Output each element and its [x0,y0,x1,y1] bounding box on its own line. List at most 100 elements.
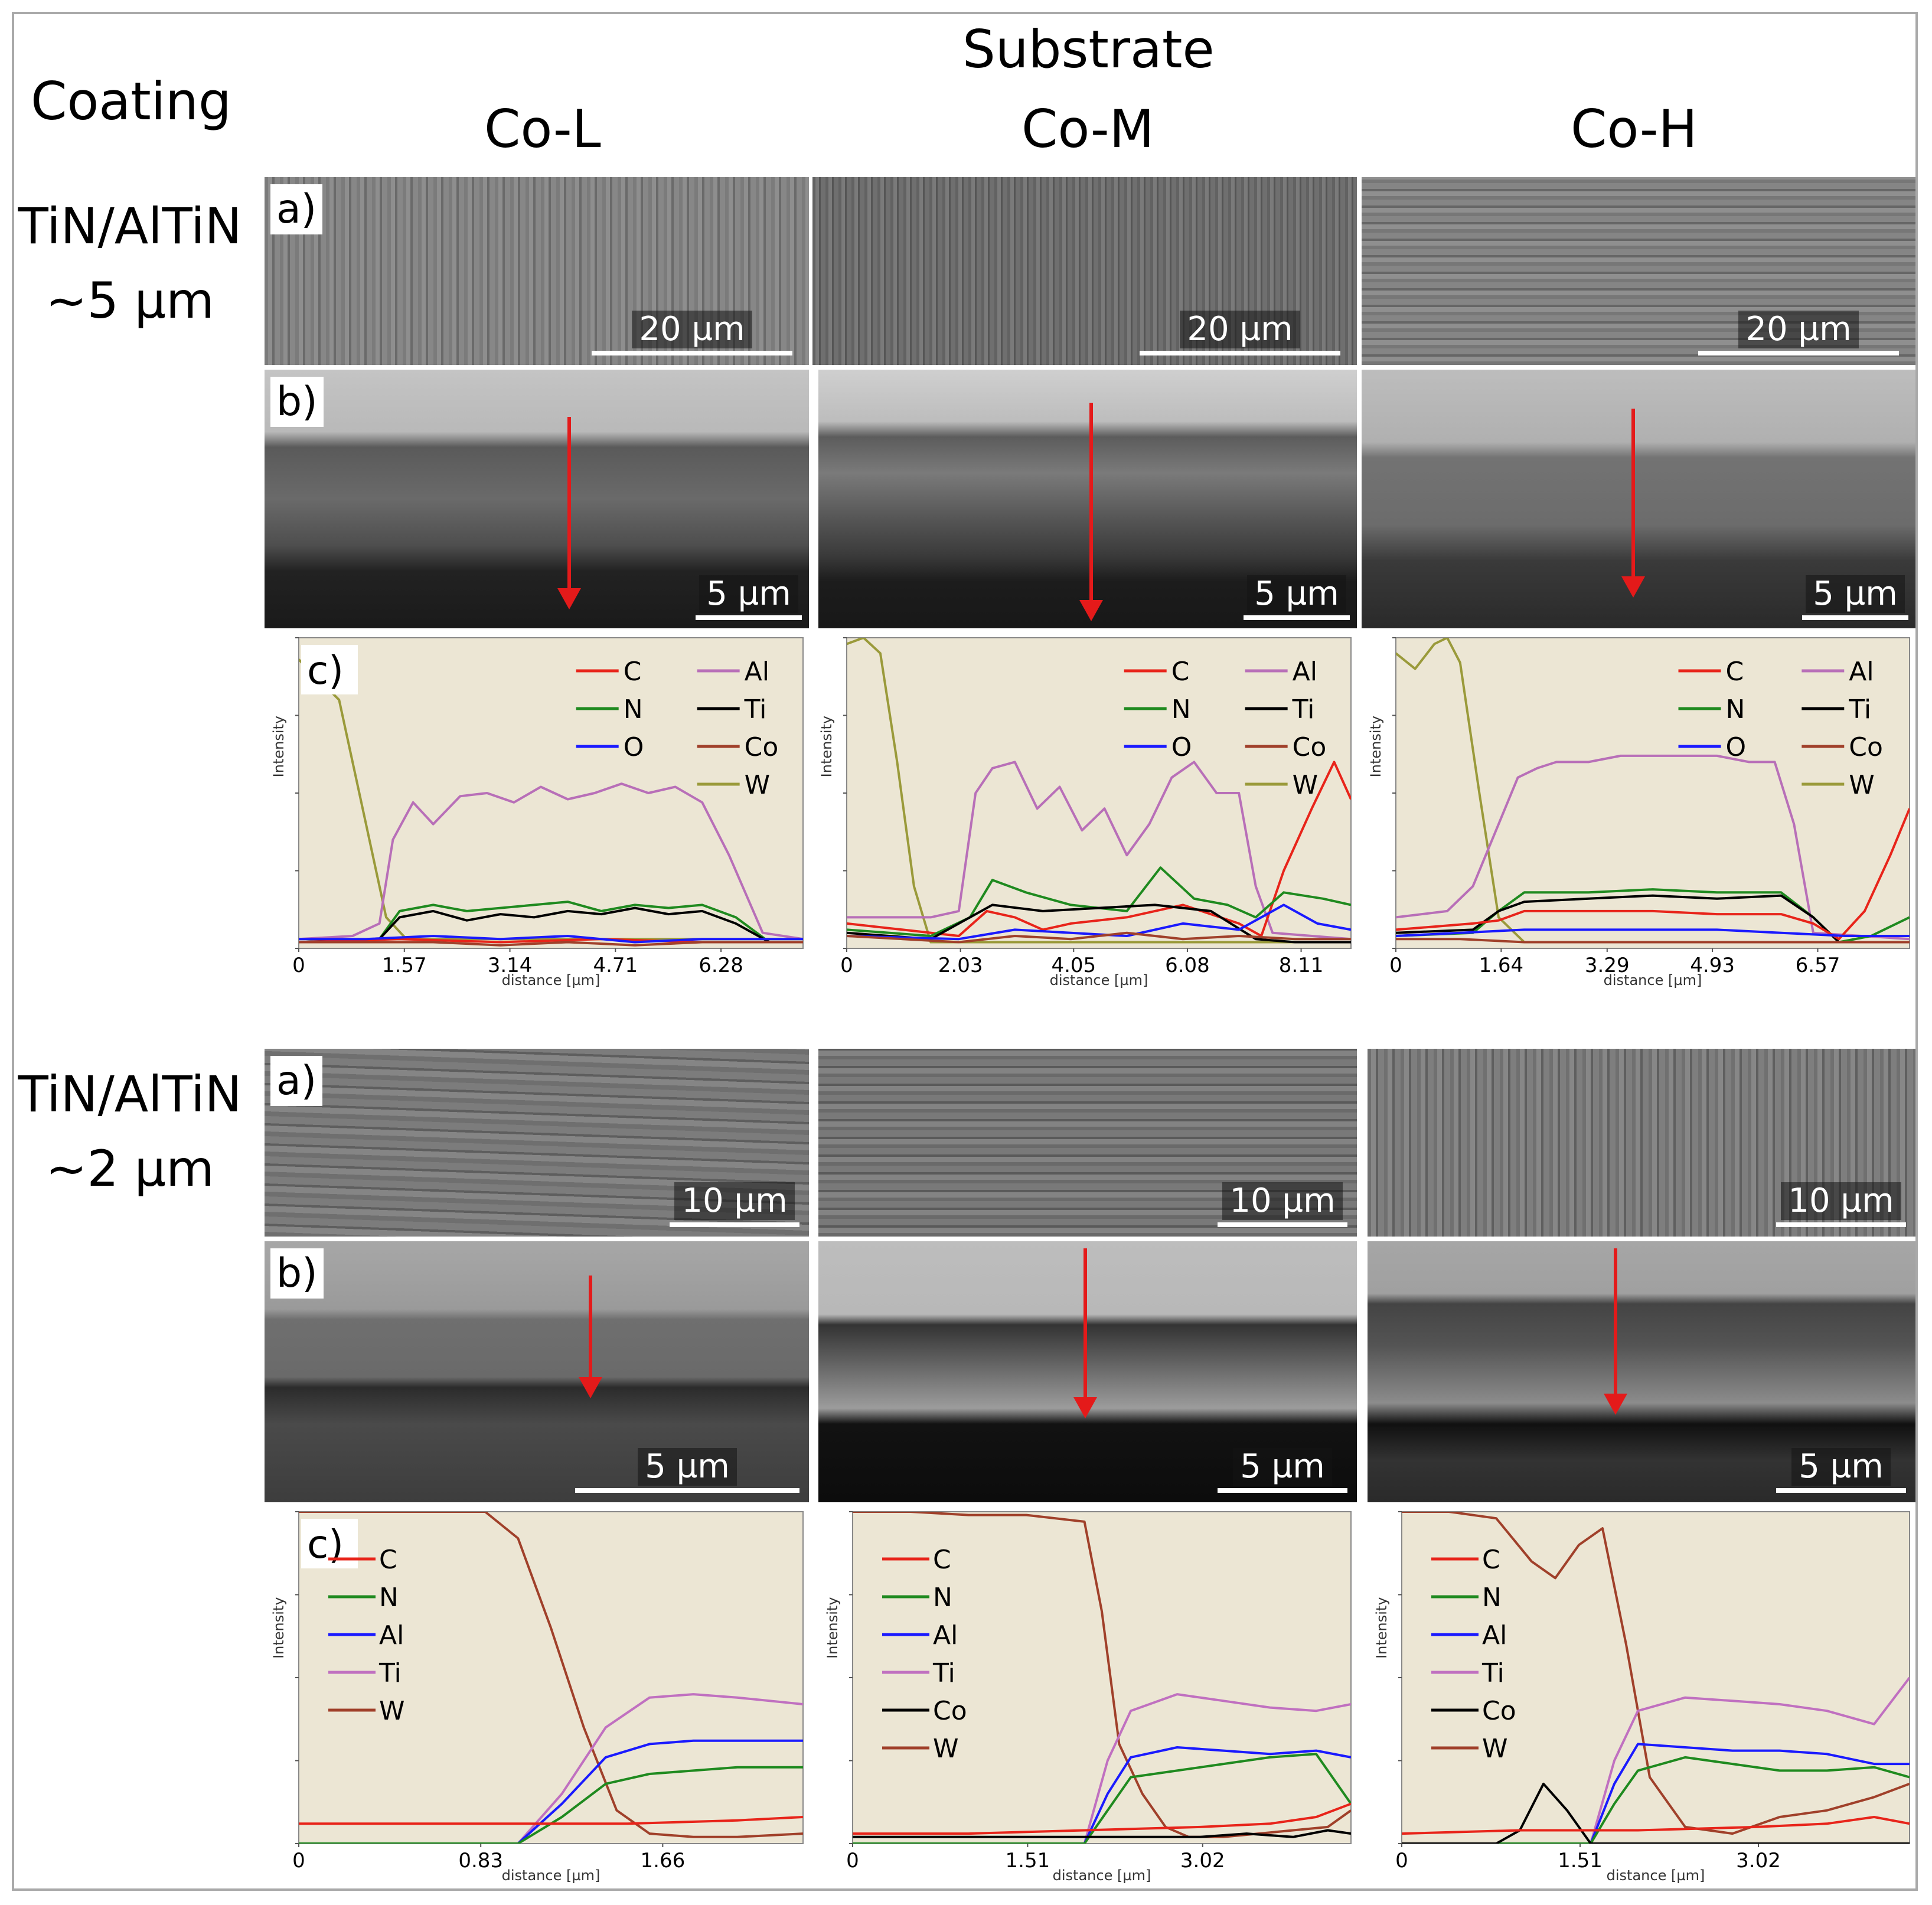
scale-bar-line [1218,1222,1347,1227]
series-line-w [1402,1512,1910,1835]
y-axis-label: Intensity [270,716,287,777]
panel-tag-bg [301,645,358,694]
x-tick-label: 0 [1389,954,1402,977]
legend-label-c: C [1726,657,1744,687]
legend-label-al: Al [1482,1620,1507,1650]
legend-label-o: O [1726,732,1747,762]
row1-thickness: ~5 µm [45,272,214,330]
legend-label-n: N [379,1583,399,1613]
series-line-ti [299,906,803,944]
x-tick-label: 2.03 [938,954,983,977]
coating-header: Coating [31,71,231,132]
eds-chart-r2-co-m: 0 1.51 3.02 distance [µm] Intensity C N Al Ti Co W [818,1507,1357,1885]
sem-surface-r1-co-m: 20 µm [812,177,1357,365]
linescan-arrow [579,1276,602,1398]
x-tick-label: 0 [292,954,305,977]
series-line-ti [1396,894,1910,944]
scale-bar: 5 µm [1802,575,1908,620]
sem-surface-r1-co-h: 20 µm [1362,177,1915,365]
series-line-n [853,1753,1351,1844]
scale-bar: 5 µm [575,1448,799,1493]
y-axis-label: Intensity [818,716,835,777]
scale-bar-line [1698,351,1899,355]
eds-chart-r1-co-m: 0 2.03 4.05 6.08 8.11 distance [µm] Intensity C… [812,633,1357,990]
legend-label-ti: Ti [1848,694,1871,725]
substrate-header: Substrate [962,19,1215,80]
series-line-co [847,931,1351,944]
scale-bar: 20 µm [1698,311,1899,355]
legend-label-o: O [1171,732,1192,762]
eds-chart-svg: 0 1.51 3.02 distance [µm] Intensity CN Al Ti Co W [824,1511,1352,1884]
legend-label-n: N [624,694,643,725]
scale-bar: 20 µm [592,311,792,355]
panel-tag-b: b) [270,377,324,427]
panel-tag-b: b) [270,1248,324,1299]
scale-bar-line [1802,615,1908,620]
scale-bar: 10 µm [670,1182,799,1227]
legend-label-al: Al [745,657,769,687]
y-axis-label: Intensity [1368,716,1384,777]
legend-label-co: Co [933,1696,967,1726]
series-line-o [1396,928,1910,937]
legend-label-o: O [624,732,644,762]
legend-label-w: W [1849,770,1875,800]
scale-bar-label: 10 µm [674,1182,795,1220]
x-tick-label: 8.11 [1279,954,1324,977]
series-line-ti [853,1693,1351,1844]
scale-bar-line [696,615,802,620]
plot-area [1401,1511,1910,1844]
y-axis-label: Intensity [824,1597,841,1658]
x-tick-label: 4.05 [1051,954,1096,977]
scale-bar-label: 5 µm [1806,575,1905,613]
column-header-co-h: Co-H [1571,99,1698,159]
column-header-co-m: Co-M [1022,99,1154,159]
scale-bar: 20 µm [1140,311,1340,355]
y-axis-label: Intensity [270,1597,287,1658]
scale-bar-label: 5 µm [1233,1448,1332,1486]
x-tick-label: 1.64 [1479,954,1523,977]
scale-bar-label: 20 µm [1180,311,1300,348]
x-axis-label: distance [µm] [1053,1867,1151,1884]
linescan-arrow [1604,1248,1627,1415]
row1-coating: TiN/AlTiN [18,197,242,255]
scale-bar-line [1776,1222,1906,1227]
legend-label-n: N [1482,1583,1502,1613]
x-tick-label: 0 [292,1849,305,1873]
eds-chart-r1-co-l: 0 1.57 3.14 4.71 6.28 distance [µm] Intensity c… [265,633,809,990]
series-line-n [299,1766,803,1844]
scale-bar: 5 µm [1244,575,1350,620]
x-tick-label: 0.83 [458,1849,503,1873]
y-axis-label: Intensity [1373,1597,1390,1658]
panel-tag-a: a) [270,184,323,234]
scale-bar-line [670,1222,799,1227]
series-line-co [853,1829,1351,1838]
x-tick-label: 1.57 [382,954,427,977]
linescan-arrow [1079,403,1103,621]
series-line-co [1402,1782,1910,1844]
column-header-co-l: Co-L [484,99,601,159]
eds-chart-r2-co-l: 0 0.83 1.66 distance [µm] Intensity c) C N Al Ti W [265,1507,809,1885]
scale-bar-label: 5 µm [638,1448,737,1486]
scale-bar: 5 µm [696,575,802,620]
legend-label-w: W [745,770,771,800]
row2-coating: TiN/AlTiN [18,1065,242,1123]
scale-bar-label: 10 µm [1781,1182,1901,1220]
series-line-al [853,1746,1351,1844]
x-axis-label: distance [µm] [1604,972,1702,989]
plot-area [298,1511,804,1844]
series-line-al [299,1739,803,1844]
x-tick-label: 4.71 [593,954,638,977]
legend-label-w: W [933,1734,959,1764]
series-line-o [847,903,1351,941]
x-tick-label: 0 [1395,1849,1408,1873]
legend-label-co: Co [1849,732,1883,762]
series-line-c [853,1802,1351,1835]
eds-chart-svg: 0 1.64 3.29 4.93 6.57 distance [µm] Intensity C… [1368,637,1910,989]
legend-label-n: N [1171,694,1191,725]
x-tick-label: 3.02 [1180,1849,1225,1873]
legend-label-w: W [1293,770,1319,800]
series-line-n [299,901,803,944]
scale-bar-line [1776,1488,1906,1493]
sem-surface-r1-co-l: a) 20 µm [265,177,809,365]
scale-bar-label: 5 µm [699,575,798,613]
